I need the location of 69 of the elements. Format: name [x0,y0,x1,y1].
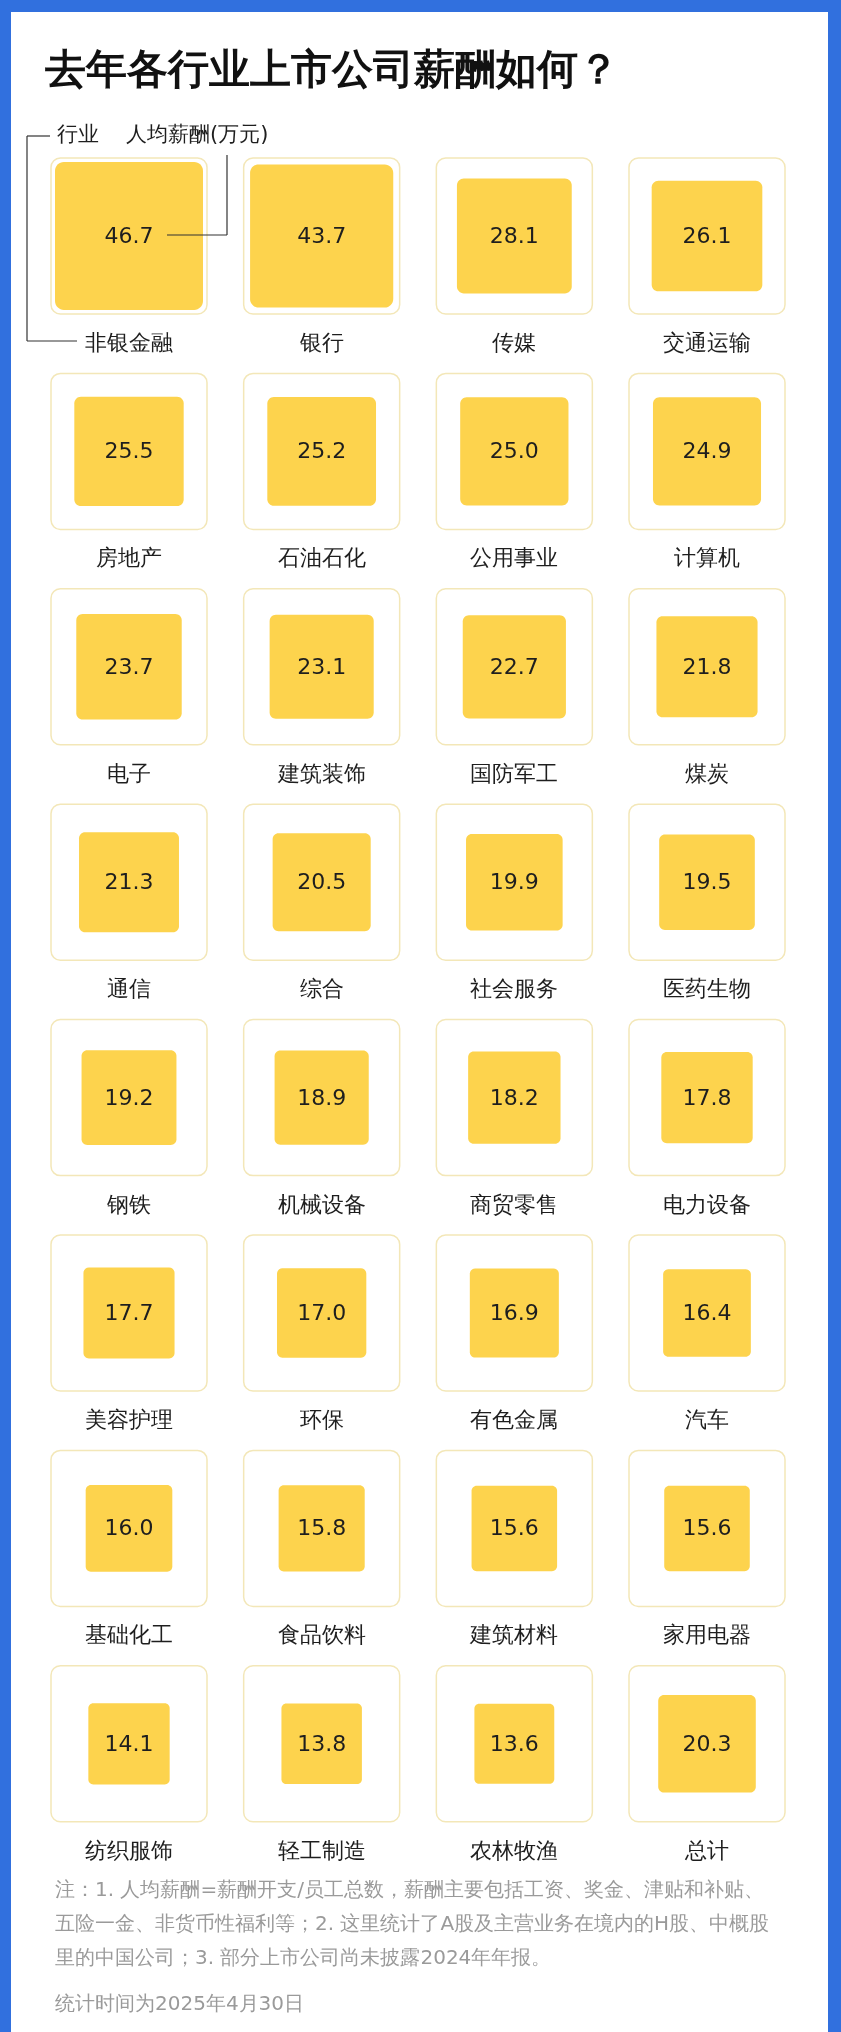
data-label: 18.9 [297,1084,347,1110]
category-label: 环保 [299,1407,344,1432]
category-label: 传媒 [492,330,537,355]
category-label: 计算机 [674,545,740,571]
data-label: 28.1 [489,223,539,248]
data-label: 20.3 [682,1730,732,1756]
data-label: 15.8 [297,1515,347,1541]
category-label: 国防军工 [470,760,559,786]
category-label: 农林牧渔 [470,1837,559,1863]
category-label: 食品饮料 [277,1622,366,1648]
text: 行业 [57,122,99,146]
category-label: 汽车 [685,1407,729,1432]
text: 人均薪酬(万元) [126,122,269,146]
category-label: 建筑装饰 [276,760,366,786]
data-label: 25.0 [489,438,539,464]
category-label: 医药生物 [663,976,751,1002]
category-label: 公用事业 [470,545,559,571]
data-label: 16.4 [682,1300,732,1325]
data-label: 20.5 [297,869,347,895]
category-label: 非银金融 [85,330,173,355]
category-label: 商贸零售 [470,1191,559,1217]
data-label: 15.6 [489,1515,539,1541]
data-label: 17.7 [104,1300,154,1325]
data-label: 19.9 [489,869,539,895]
data-label: 13.8 [297,1730,347,1756]
data-label: 24.9 [682,438,732,464]
data-label: 17.8 [682,1084,732,1110]
category-label: 总计 [684,1837,729,1863]
category-label: 社会服务 [470,976,559,1002]
category-label: 电子 [107,760,151,786]
data-label: 25.5 [104,438,154,464]
data-label: 19.5 [682,869,732,895]
category-label: 通信 [107,976,151,1002]
data-label: 23.7 [104,653,154,679]
category-label: 有色金属 [470,1407,559,1432]
category-label: 美容护理 [85,1407,173,1432]
category-label: 轻工制造 [277,1837,366,1863]
data-label: 17.0 [297,1300,347,1325]
category-label: 银行 [298,330,344,355]
text: 注：1. 人均薪酬=薪酬开支/员工总数，薪酬主要包括工资、奖金、津贴和补贴、五险一金、非货币性福利等；2. 这里统计了A股及主营业务在境内的H股、中概股里的中国公司；3. 部分上市公司尚未披露2024年年报。 [55,1877,770,1969]
text: 统计时间为2025年4月30日 [55,1991,305,2015]
data-label: 16.0 [104,1515,154,1541]
category-label: 综合 [299,976,344,1002]
category-label: 基础化工 [85,1622,173,1648]
data-label: 14.1 [104,1730,154,1756]
category-label: 电力设备 [663,1191,751,1217]
data-label: 18.2 [489,1084,539,1110]
category-label: 钢铁 [106,1191,151,1217]
category-label: 家用电器 [663,1622,751,1648]
category-label: 建筑材料 [469,1622,559,1648]
data-label: 25.2 [297,438,347,464]
data-label: 21.8 [682,653,732,679]
category-label: 交通运输 [663,330,751,355]
data-label: 16.9 [489,1300,539,1325]
data-label: 26.1 [682,223,732,248]
data-label: 22.7 [489,653,539,679]
data-label: 43.7 [297,223,347,248]
data-label: 23.1 [297,653,347,679]
data-label: 15.6 [682,1515,732,1541]
category-label: 房地产 [96,545,162,571]
category-label: 机械设备 [277,1191,366,1217]
category-label: 石油石化 [277,545,366,571]
category-label: 纺织服饰 [85,1837,173,1863]
category-label: 煤炭 [685,760,729,786]
data-label: 46.7 [104,223,154,248]
data-label: 19.2 [104,1084,154,1110]
text: 去年各行业上市公司薪酬如何？ [44,45,619,93]
data-label: 13.6 [489,1730,539,1756]
data-label: 21.3 [104,869,154,895]
